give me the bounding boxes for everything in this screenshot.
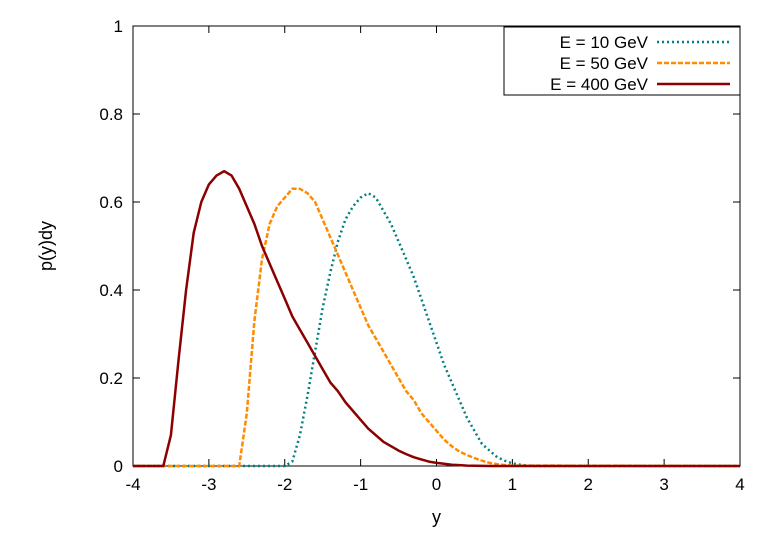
y-axis-ticks: 0 0.2 0.4 0.6 0.8 1 <box>99 17 740 476</box>
x-axis-label: y <box>432 507 441 527</box>
series-layer <box>133 169 741 468</box>
legend-label-2: E = 50 GeV <box>560 54 649 73</box>
x-axis-ticks: -4 -3 -2 -1 0 1 2 3 4 <box>125 26 745 494</box>
legend-label-3: E = 400 GeV <box>550 75 648 94</box>
x-tick-label: 4 <box>735 475 744 494</box>
series-line-2 <box>133 187 741 468</box>
y-axis-label: p(y)dy <box>36 221 56 271</box>
series-line-1 <box>133 191 740 468</box>
x-tick-label: -1 <box>353 475 368 494</box>
x-tick-label: -4 <box>125 475 140 494</box>
x-tick-label: 3 <box>659 475 668 494</box>
y-tick-label: 0.8 <box>99 105 123 124</box>
y-tick-label: 0.4 <box>99 281 123 300</box>
legend-label-1: E = 10 GeV <box>560 33 649 52</box>
x-tick-label: -3 <box>201 475 216 494</box>
x-tick-label: 0 <box>432 475 441 494</box>
y-tick-label: 1 <box>114 17 123 36</box>
x-tick-label: 2 <box>584 475 593 494</box>
series-line-3 <box>133 169 740 468</box>
y-tick-label: 0.6 <box>99 193 123 212</box>
x-tick-label: 1 <box>508 475 517 494</box>
legend: E = 10 GeV E = 50 GeV E = 400 GeV <box>503 26 741 96</box>
y-tick-label: 0.2 <box>99 369 123 388</box>
x-tick-label: -2 <box>277 475 292 494</box>
y-tick-label: 0 <box>114 457 123 476</box>
